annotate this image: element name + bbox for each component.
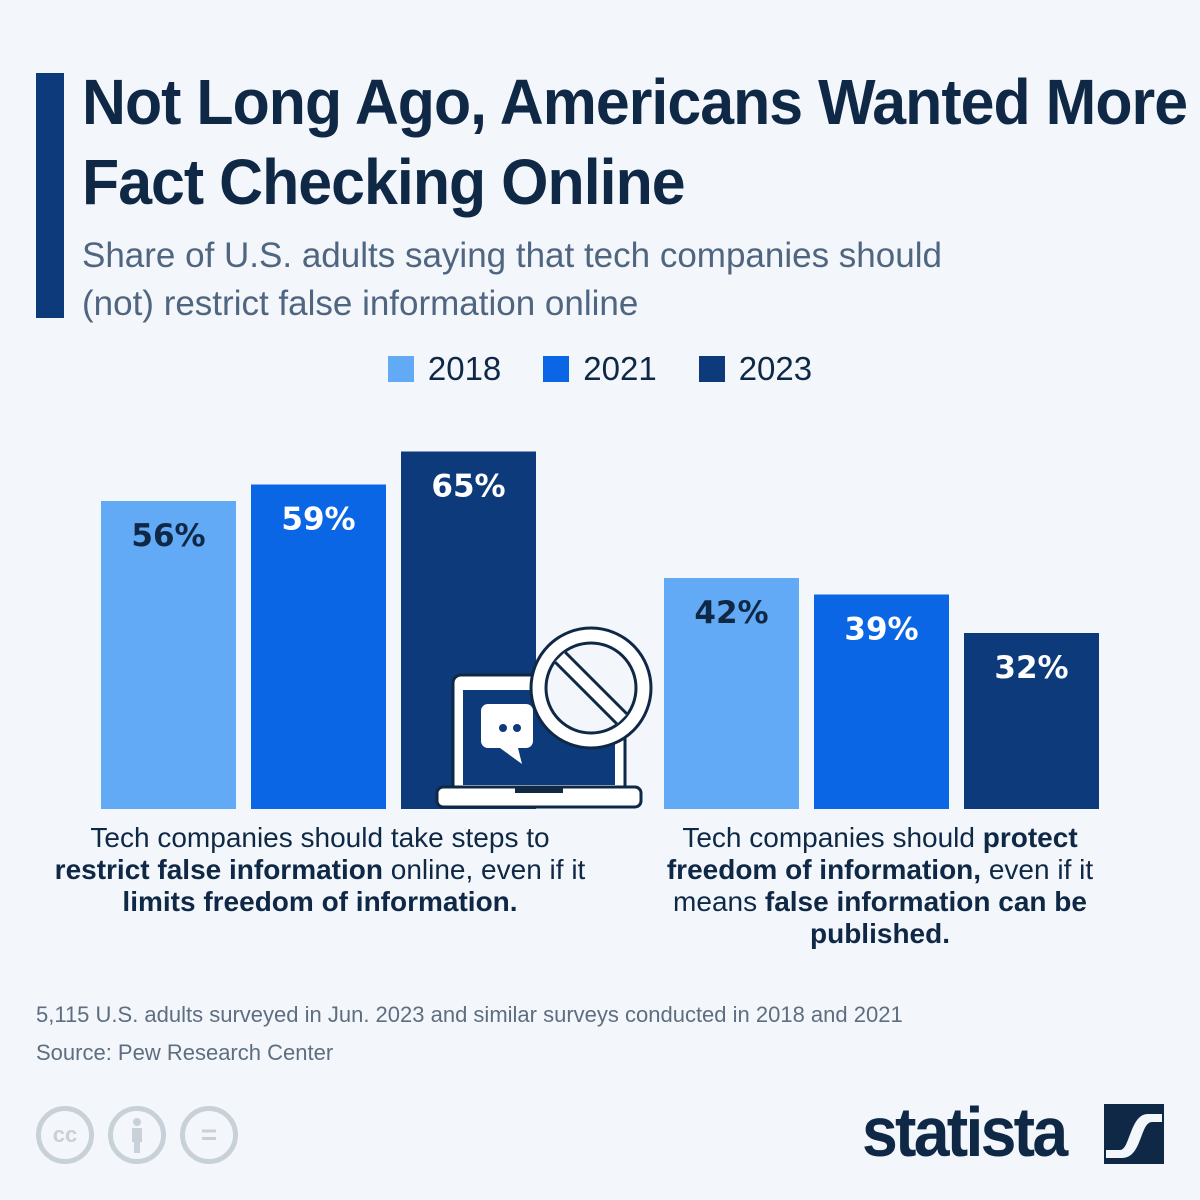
bar-2018-1 [664,578,799,809]
legend-label: 2021 [583,350,657,387]
caption-segment: Tech companies should take steps to [90,822,550,853]
legend-swatch [387,356,414,382]
attribution-icon[interactable] [108,1106,166,1164]
caption-segment: even if it means [673,854,1094,917]
caption-restrict: Tech companies should take steps to rest… [40,822,600,918]
chart-title: Not Long Ago, Americans Wanted More Fact… [82,66,1188,218]
legend: 2018 2021 2023 [0,350,1200,388]
cc-icon[interactable]: cc [36,1106,94,1164]
caption-segment: limits freedom of information. [122,886,518,917]
legend-swatch [543,356,570,382]
data-label: 59% [281,502,355,538]
data-label: 39% [844,612,918,648]
data-label: 42% [694,595,768,631]
caption-segment: online, even if it [382,854,586,885]
caption-segment: false information can be published. [764,886,1087,949]
legend-item-2018: 2018 [387,350,502,388]
bar-2021-0 [251,484,386,809]
bar-chart: 56% 59% 65% 42% 39% 32% [101,451,1099,809]
person-icon [132,1118,142,1153]
data-label: 32% [994,650,1068,686]
statista-logo-mark-icon [1104,1104,1164,1164]
legend-swatch [698,356,725,382]
no-derivatives-icon[interactable]: = [180,1106,238,1164]
data-label: 56% [131,518,205,554]
legend-label: 2023 [738,350,813,387]
data-label: 65% [431,469,505,505]
source-note: Source: Pew Research Center [36,1040,334,1065]
legend-item-2021: 2021 [543,350,657,388]
bar-2023-1 [964,633,1099,809]
title-accent-bar [36,73,64,318]
chart-subtitle: Share of U.S. adults saying that tech co… [82,236,942,323]
legend-label: 2018 [427,350,502,387]
survey-note: 5,115 U.S. adults surveyed in Jun. 2023 … [36,1002,903,1027]
laptop-chat-prohibited-icon [435,626,653,809]
caption-segment: protect freedom of information, [666,822,1078,885]
nd-icon-text: = [200,1119,218,1150]
bar-2018-0 [101,501,236,809]
legend-item-2023: 2023 [698,350,813,388]
cc-icon-text: cc [52,1122,78,1147]
bar-2021-1 [814,594,949,809]
caption-segment: restrict false information [54,854,383,885]
statista-logo[interactable]: statista [862,1093,1068,1171]
caption-segment: Tech companies should [682,822,983,853]
caption-protect: Tech companies should protect freedom of… [640,822,1120,950]
